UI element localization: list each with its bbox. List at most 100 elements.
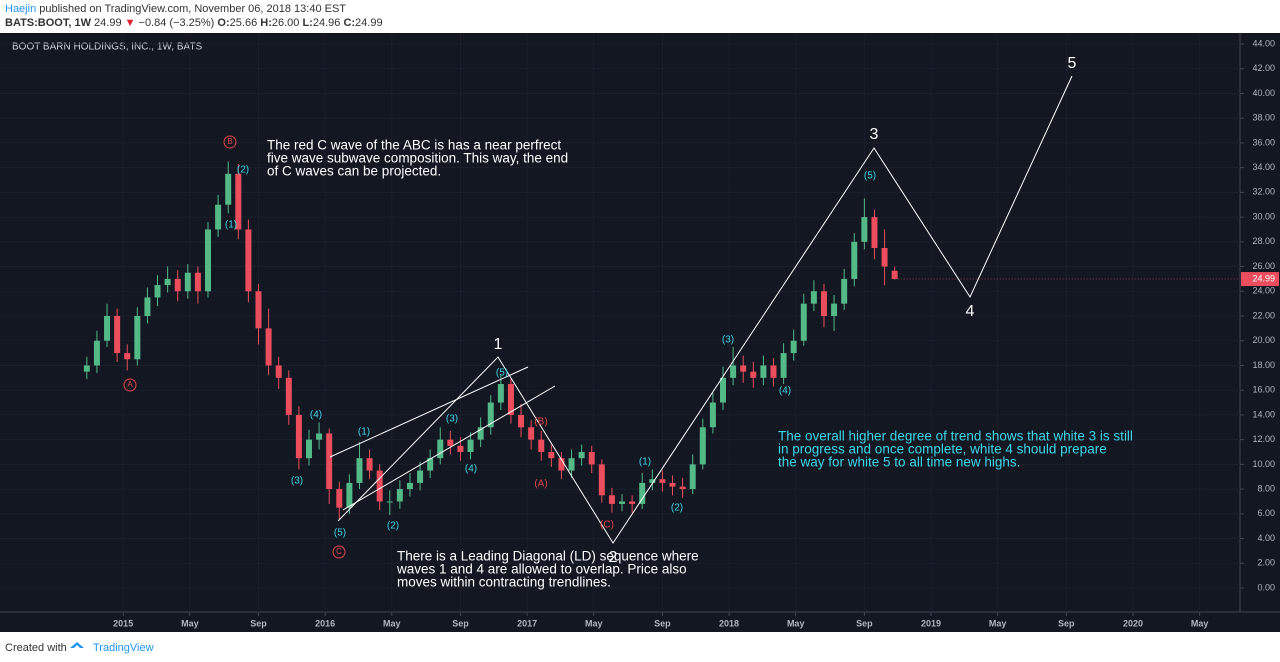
y-tick-label: 30.00 [1252, 211, 1275, 221]
ohlc-key: H: [260, 17, 272, 29]
candle-body [568, 458, 575, 471]
wave-label: C [336, 547, 342, 556]
header-background [0, 0, 1280, 33]
y-tick-label: 0.00 [1257, 582, 1275, 592]
wave-label: (1) [639, 457, 651, 468]
x-tick-label: 2015 [113, 618, 133, 628]
x-tick-label: Sep [654, 618, 671, 628]
y-tick-label: 14.00 [1252, 409, 1275, 419]
note-line: moves within contracting trendlines. [397, 575, 611, 590]
candle-body [225, 173, 232, 205]
candle-body [467, 439, 474, 453]
wave-label: (B) [534, 417, 547, 428]
candle-body [134, 316, 141, 360]
candle-body [427, 458, 434, 471]
footer-brand[interactable]: TradingView [93, 642, 154, 654]
candle-body [457, 445, 464, 453]
candle-body [810, 291, 817, 304]
y-tick-label: 2.00 [1257, 558, 1275, 568]
wave-label: A [127, 380, 133, 389]
x-tick-label: Sep [856, 618, 873, 628]
candle-body [689, 464, 696, 490]
y-tick-label: 4.00 [1257, 533, 1275, 543]
candle-body [104, 316, 111, 341]
x-tick-label: Sep [452, 618, 469, 628]
note-line: There is a Leading Diagonal (LD) sequenc… [397, 549, 699, 564]
x-tick-label: 2017 [517, 618, 537, 628]
candle-body [295, 414, 302, 459]
candle-body [538, 439, 545, 453]
wave-label: (5) [496, 368, 508, 379]
candle-body [417, 470, 424, 483]
wave-label: (5) [864, 171, 876, 182]
candle-body [730, 365, 737, 378]
candle-body [144, 297, 151, 317]
trendline [342, 385, 556, 511]
candle-body [679, 486, 686, 490]
plot-area [0, 33, 1240, 612]
candle-body [356, 458, 363, 483]
candle-body [396, 489, 403, 502]
candle-body [841, 278, 848, 304]
ohlc-value: 24.99 [355, 17, 383, 29]
wave-label: (4) [465, 464, 477, 475]
candle-body [487, 402, 494, 428]
candle-body [184, 272, 191, 292]
candle-body [790, 340, 797, 354]
candle-body [800, 303, 807, 341]
arrow: ▼ [125, 17, 136, 29]
candle-body [608, 495, 615, 504]
y-tick-label: 40.00 [1252, 88, 1275, 98]
candle-body [861, 217, 868, 242]
y-tick-label: 12.00 [1252, 434, 1275, 444]
ohlc-value: 25.66 [230, 17, 258, 29]
wave-label: (5) [334, 528, 346, 539]
candle-body [649, 479, 656, 483]
wave-label: (C) [600, 520, 614, 531]
candle-body [205, 229, 212, 292]
candle-body [285, 377, 292, 415]
y-tick-label: 22.00 [1252, 310, 1275, 320]
candle-body [164, 278, 171, 286]
y-tick-label: 20.00 [1252, 335, 1275, 345]
quote-line: BATS:BOOT, 1W 24.99 ▼ −0.84 (−3.25%) O:25… [5, 17, 383, 29]
candle-body [629, 501, 636, 504]
y-tick-label: 44.00 [1252, 38, 1275, 48]
candle-body [548, 452, 555, 459]
change: −0.84 (−3.25%) [139, 17, 215, 29]
wave-label: (A) [534, 479, 547, 490]
candle-body [699, 427, 706, 465]
candle-body [265, 328, 272, 366]
candle-body [881, 248, 888, 267]
y-tick-label: 16.00 [1252, 385, 1275, 395]
wave-label: (2) [387, 521, 399, 532]
candle-body [346, 482, 353, 508]
x-tick-label: Sep [1058, 618, 1075, 628]
symbol: BATS:BOOT, 1W [5, 17, 92, 29]
x-tick-label: 2018 [719, 618, 739, 628]
candle-body [780, 353, 787, 378]
candle-body [507, 384, 514, 415]
candle-body [497, 384, 504, 403]
candle-body [215, 204, 222, 230]
candle-body [366, 458, 373, 471]
y-tick-label: 36.00 [1252, 137, 1275, 147]
candle-body [406, 482, 413, 490]
y-tick-label: 28.00 [1252, 236, 1275, 246]
candle-body [588, 452, 595, 465]
candle-body [760, 365, 767, 378]
wave-path [337, 75, 1073, 544]
candle-body [770, 365, 777, 378]
y-tick-label: 8.00 [1257, 483, 1275, 493]
candle-body [194, 272, 201, 292]
y-tick-label: 10.00 [1252, 459, 1275, 469]
candle-body [851, 241, 858, 279]
candle-body [619, 501, 626, 504]
author[interactable]: Haejin [5, 3, 36, 15]
candle-body [386, 501, 393, 503]
candle-body [740, 365, 747, 372]
candle-body [528, 427, 535, 440]
candle-body [93, 340, 100, 366]
candle-body [669, 482, 676, 487]
